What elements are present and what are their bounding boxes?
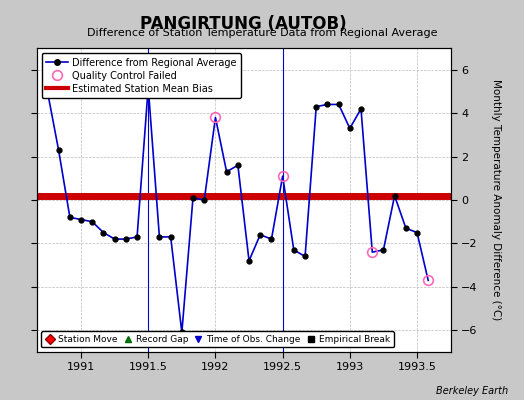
Legend: Station Move, Record Gap, Time of Obs. Change, Empirical Break: Station Move, Record Gap, Time of Obs. C…: [41, 331, 394, 348]
Title: PANGIRTUNG (AUTOB): PANGIRTUNG (AUTOB): [140, 14, 347, 32]
Text: Berkeley Earth: Berkeley Earth: [436, 386, 508, 396]
Text: Difference of Station Temperature Data from Regional Average: Difference of Station Temperature Data f…: [87, 28, 437, 38]
Y-axis label: Monthly Temperature Anomaly Difference (°C): Monthly Temperature Anomaly Difference (…: [492, 79, 501, 321]
